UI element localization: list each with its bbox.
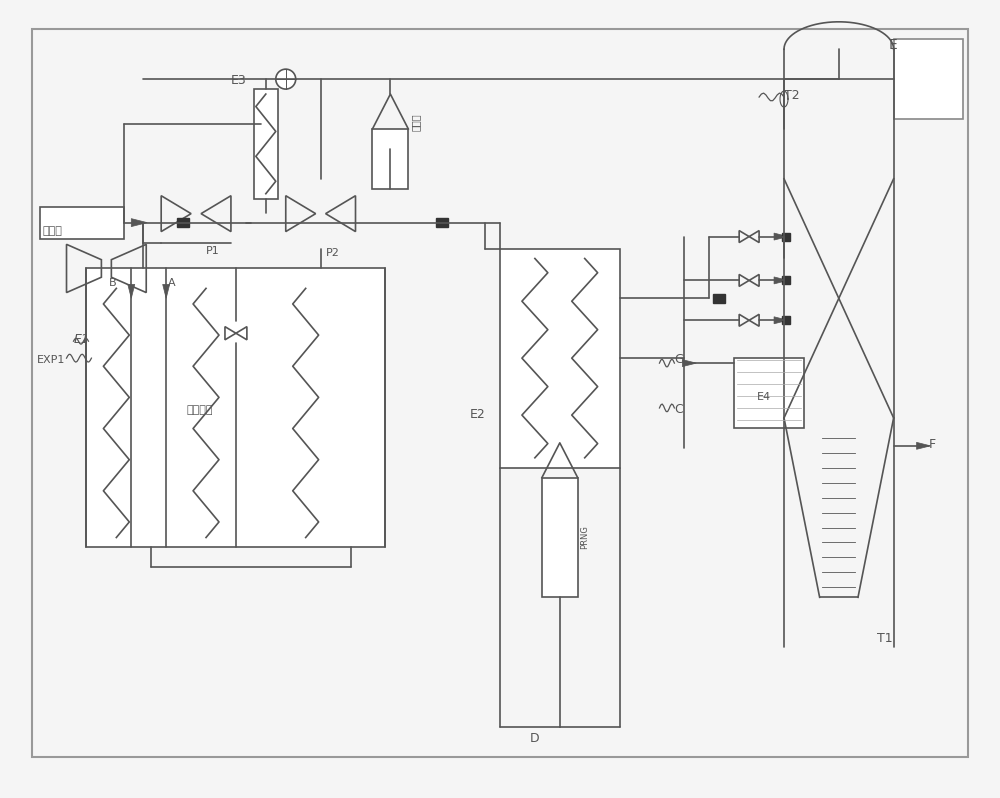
- Text: PRNG: PRNG: [580, 526, 589, 550]
- Text: A: A: [168, 279, 176, 288]
- Polygon shape: [131, 219, 147, 227]
- Bar: [782, 232, 790, 240]
- FancyBboxPatch shape: [86, 268, 385, 547]
- Text: D: D: [530, 732, 540, 745]
- Text: 扩展机: 扩展机: [410, 113, 420, 131]
- Text: E3: E3: [231, 74, 247, 87]
- FancyBboxPatch shape: [894, 39, 963, 119]
- FancyBboxPatch shape: [734, 358, 804, 428]
- Polygon shape: [163, 284, 170, 298]
- Polygon shape: [128, 284, 135, 298]
- Text: C: C: [674, 403, 683, 416]
- Text: EXP1: EXP1: [37, 355, 65, 365]
- Circle shape: [276, 69, 296, 89]
- Text: P2: P2: [326, 247, 339, 258]
- Text: E: E: [889, 38, 897, 52]
- Text: F: F: [929, 438, 936, 451]
- Text: T1: T1: [877, 632, 892, 645]
- Bar: [436, 218, 448, 227]
- Bar: [782, 276, 790, 284]
- Text: E1: E1: [73, 334, 89, 346]
- Bar: [177, 218, 189, 227]
- Polygon shape: [917, 442, 930, 449]
- Polygon shape: [774, 317, 788, 324]
- Bar: [713, 294, 725, 302]
- FancyBboxPatch shape: [40, 207, 124, 239]
- Polygon shape: [774, 277, 788, 284]
- Text: B: B: [109, 279, 117, 288]
- Polygon shape: [774, 233, 788, 240]
- Polygon shape: [682, 360, 696, 366]
- FancyBboxPatch shape: [500, 248, 620, 468]
- Text: T2: T2: [784, 89, 800, 102]
- Text: 原料气: 原料气: [43, 226, 62, 235]
- Text: G: G: [674, 354, 684, 366]
- FancyBboxPatch shape: [372, 129, 408, 189]
- Text: E2: E2: [470, 408, 486, 421]
- Bar: [782, 316, 790, 324]
- Text: P1: P1: [206, 246, 220, 255]
- FancyBboxPatch shape: [254, 89, 278, 199]
- Text: 制冷循环: 制冷循环: [186, 405, 213, 415]
- Text: E4: E4: [757, 392, 771, 402]
- FancyBboxPatch shape: [542, 478, 578, 598]
